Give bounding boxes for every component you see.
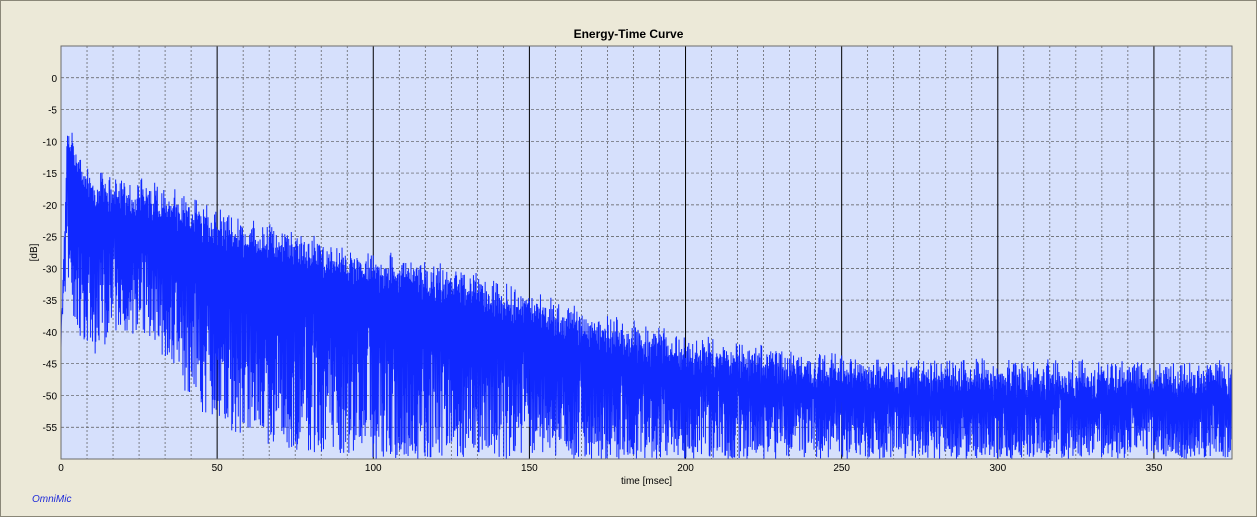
y-tick-label: -5 [48, 106, 57, 117]
energy-time-series-line [60, 132, 1233, 460]
y-tick-label: -40 [43, 328, 58, 339]
y-tick-label: -50 [43, 391, 58, 402]
y-tick-label: -45 [43, 360, 58, 371]
x-tick-label: 200 [677, 463, 694, 474]
x-axis-label: time [msec] [621, 476, 672, 487]
y-tick-label: 0 [51, 74, 57, 85]
chart-title: Energy-Time Curve [573, 27, 684, 41]
x-axis-ticks: 0 50 100 150 200 250 300 350 [58, 463, 1162, 474]
y-tick-label: -30 [43, 264, 58, 275]
x-tick-label: 250 [833, 463, 850, 474]
y-tick-label: -55 [43, 423, 58, 434]
plot-border [60, 45, 1233, 460]
y-axis-label: [dB] [29, 243, 40, 261]
x-tick-label: 350 [1146, 463, 1163, 474]
brand-label: OmniMic [32, 494, 72, 505]
x-tick-label: 300 [989, 463, 1006, 474]
y-tick-label: -20 [43, 201, 58, 212]
y-axis-ticks: 0 -5 -10 -15 -20 -25 -30 -35 -40 -45 -50 -55 [43, 74, 58, 434]
y-tick-label: -35 [43, 296, 58, 307]
x-tick-label: 0 [58, 463, 64, 474]
y-tick-label: -10 [43, 137, 58, 148]
x-tick-label: 50 [212, 463, 224, 474]
y-tick-label: -15 [43, 169, 58, 180]
y-tick-label: -25 [43, 233, 58, 244]
x-tick-label: 100 [365, 463, 382, 474]
x-tick-label: 150 [521, 463, 538, 474]
